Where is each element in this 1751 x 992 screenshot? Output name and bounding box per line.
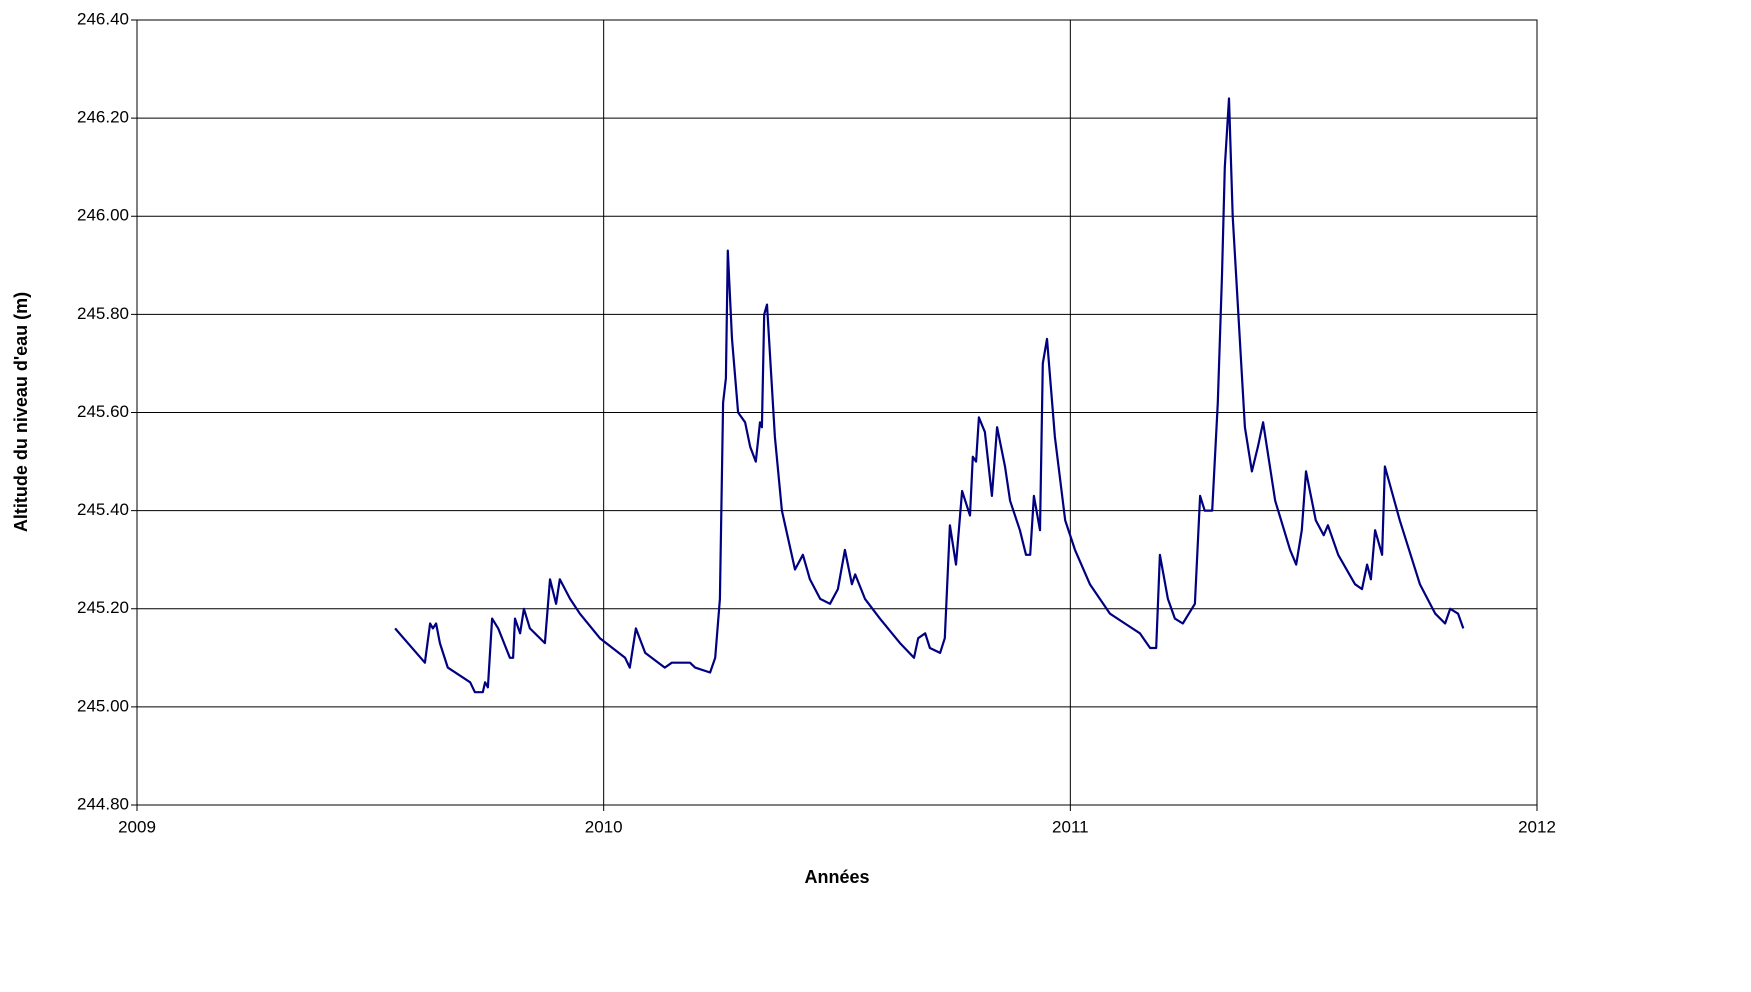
y-tick-label: 245.40 [77, 500, 129, 519]
y-tick-label: 245.80 [77, 304, 129, 323]
data-line [394, 97, 1465, 694]
y-tick-label: 245.20 [77, 598, 129, 617]
x-tick-label: 2012 [1518, 817, 1556, 836]
y-tick-label: 246.40 [77, 9, 129, 28]
y-tick-label: 245.00 [77, 696, 129, 715]
x-tick-label: 2009 [118, 817, 156, 836]
x-tick-label: 2011 [1052, 817, 1089, 836]
y-axis-title: Altitude du niveau d'eau (m) [11, 292, 31, 532]
y-tick-label: 244.80 [77, 794, 129, 813]
y-tick-label: 245.60 [77, 402, 129, 421]
y-tick-label: 246.20 [77, 108, 129, 127]
x-axis-title: Années [804, 867, 869, 887]
x-tick-label: 2010 [585, 817, 623, 836]
y-tick-label: 246.00 [77, 206, 129, 225]
